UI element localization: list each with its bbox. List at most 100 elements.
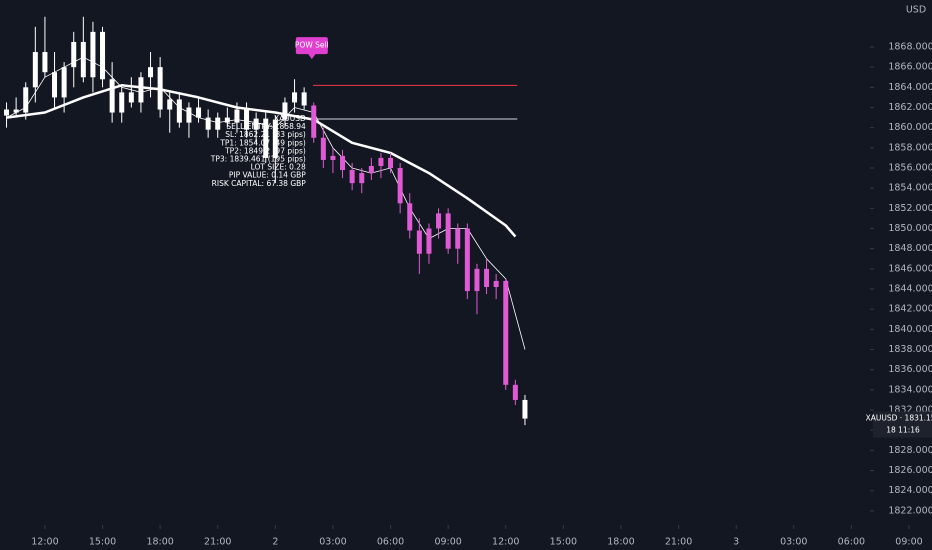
candle-body xyxy=(253,118,259,130)
x-tick-label: 03:00 xyxy=(319,537,346,548)
candle-body xyxy=(90,31,96,78)
candle-body xyxy=(445,213,451,249)
candle-body xyxy=(436,213,442,229)
candle-body xyxy=(349,170,355,184)
candle-body xyxy=(503,280,509,385)
candle-body xyxy=(359,173,365,184)
candle-body xyxy=(100,31,106,80)
candle-body xyxy=(388,157,394,169)
x-tick-label: 09:00 xyxy=(434,537,461,548)
signal-label: POW Sell xyxy=(295,41,329,50)
x-tick-label: 15:00 xyxy=(89,537,116,548)
price-tag-label: XAUUSD · 1831.155 xyxy=(866,414,932,423)
x-tick-label: 15:00 xyxy=(550,537,577,548)
x-tick-label: 3 xyxy=(733,537,739,548)
candle-body xyxy=(378,157,384,166)
signal-info: PIP VALUE: 0.14 GBP xyxy=(229,171,306,180)
y-tick-label: 1842.000 xyxy=(888,304,932,315)
candle-body xyxy=(512,384,518,400)
y-tick-label: 1838.000 xyxy=(888,344,932,355)
y-tick-label: 1854.000 xyxy=(888,183,932,194)
candle-body xyxy=(368,165,374,174)
candle-body xyxy=(407,203,413,231)
signal-info: LOT SIZE: 0.28 xyxy=(251,163,306,172)
y-tick-label: 1862.000 xyxy=(888,102,932,113)
candle-body xyxy=(52,72,58,98)
y-tick-label: 1868.000 xyxy=(888,41,932,52)
signal-info: XAUUSD xyxy=(274,114,306,123)
currency-label: USD xyxy=(906,5,926,16)
signal-info: RISK CAPITAL: 67.38 GBP xyxy=(212,179,307,188)
candle-body xyxy=(176,99,182,123)
y-tick-label: 1850.000 xyxy=(888,223,932,234)
y-tick-label: 1860.000 xyxy=(888,122,932,133)
x-tick-label: 12:00 xyxy=(492,537,519,548)
candle-body xyxy=(484,268,490,288)
signal-info: SL: 1862.21 (33 pips) xyxy=(225,130,306,139)
x-tick-label: 06:00 xyxy=(377,537,404,548)
candle-body xyxy=(42,52,48,73)
candle-body xyxy=(71,41,77,68)
candle-body xyxy=(109,79,115,113)
candle-body xyxy=(128,92,134,103)
candle-body xyxy=(167,99,173,110)
x-tick-label: 21:00 xyxy=(665,537,692,548)
candle-body xyxy=(416,230,422,254)
candle-body xyxy=(455,228,461,249)
candle-body xyxy=(464,228,470,292)
candle-body xyxy=(138,77,144,103)
y-tick-label: 1824.000 xyxy=(888,485,932,496)
candle-body xyxy=(157,67,163,110)
y-tick-label: 1848.000 xyxy=(888,243,932,254)
candle-body xyxy=(186,107,192,123)
candle-body xyxy=(119,92,125,113)
signal-box xyxy=(295,37,328,55)
candle-body xyxy=(196,107,202,118)
signal-info: TP3: 1839.461 (195 pips) xyxy=(210,155,306,164)
x-tick-label: 06:00 xyxy=(838,537,865,548)
candle-body xyxy=(301,92,307,106)
x-tick-label: 21:00 xyxy=(204,537,231,548)
candle-body xyxy=(13,109,19,113)
candle-body xyxy=(234,109,240,123)
y-tick-label: 1858.000 xyxy=(888,142,932,153)
x-tick-label: 12:00 xyxy=(31,537,58,548)
candle-body xyxy=(474,268,480,292)
y-tick-label: 1846.000 xyxy=(888,263,932,274)
candle-body xyxy=(292,92,298,103)
candle-body xyxy=(23,87,29,113)
price-tag xyxy=(873,411,932,438)
candle-body xyxy=(493,280,499,288)
y-tick-label: 1852.000 xyxy=(888,203,932,214)
candle-body xyxy=(340,155,346,171)
moving-average xyxy=(6,84,517,238)
x-tick-label: 09:00 xyxy=(895,537,922,548)
signal-info: TP2: 1849.2 (97 pips) xyxy=(224,146,306,155)
candle-body xyxy=(311,105,317,138)
y-tick-label: 1822.000 xyxy=(888,505,932,516)
candle-body xyxy=(263,118,269,158)
signal-info: SELL ENTRY: 1858.94 xyxy=(226,122,306,131)
signal-info: TP1: 1854.07 (49 pips) xyxy=(219,138,306,147)
candle-body xyxy=(330,155,336,160)
y-tick-label: 1840.000 xyxy=(888,324,932,335)
candle-body xyxy=(522,399,528,419)
candle-body xyxy=(4,109,10,116)
candle-body xyxy=(80,41,86,78)
y-tick-label: 1834.000 xyxy=(888,384,932,395)
y-tick-label: 1856.000 xyxy=(888,163,932,174)
candle-body xyxy=(244,109,250,130)
y-tick-label: 1832.000 xyxy=(888,405,932,416)
candle-body xyxy=(205,117,211,130)
candle-body xyxy=(61,67,67,98)
x-tick-label: 03:00 xyxy=(780,537,807,548)
countdown: 18 11:16 xyxy=(886,426,920,435)
signal-pointer xyxy=(307,53,316,60)
y-tick-label: 1828.000 xyxy=(888,445,932,456)
y-tick-label: 1866.000 xyxy=(888,62,932,73)
y-tick-label: 1836.000 xyxy=(888,364,932,375)
candle-body xyxy=(426,228,432,254)
candle-body xyxy=(224,117,230,123)
